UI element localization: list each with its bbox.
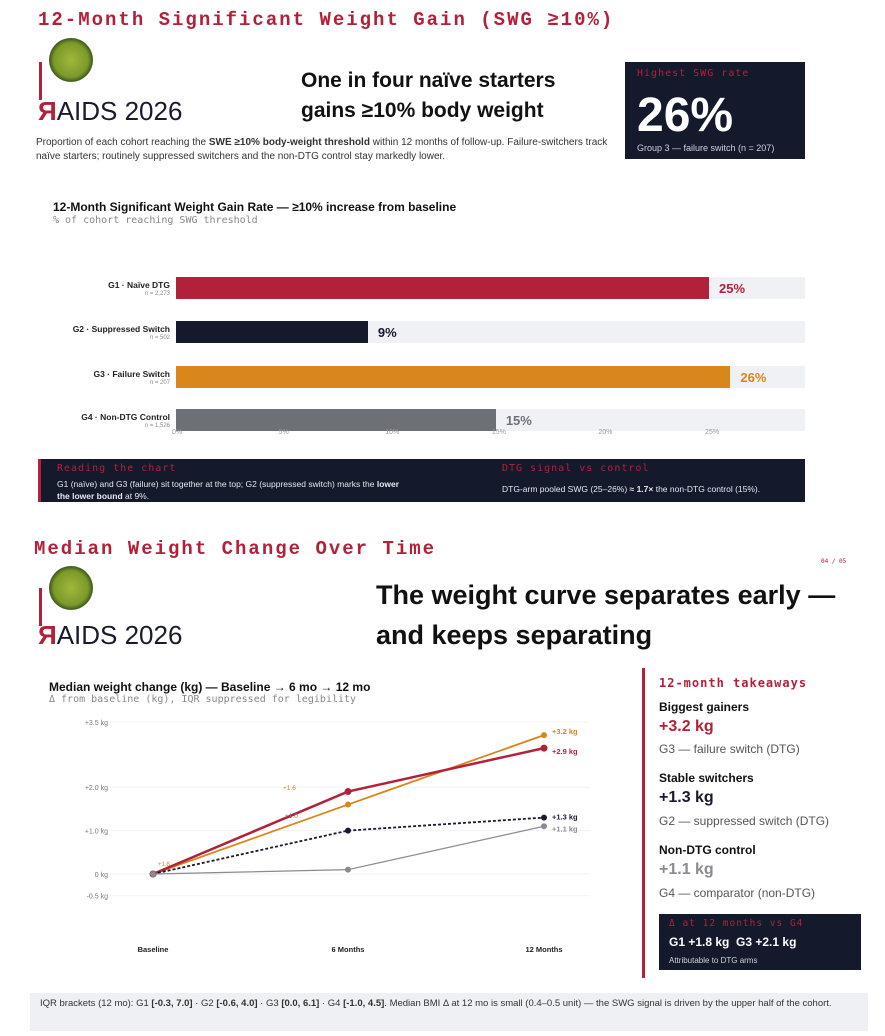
logo-text: AIDS 2026 bbox=[56, 620, 183, 650]
series-4-point-0 bbox=[150, 871, 156, 877]
line-chart-subtitle: Δ from baseline (kg), IQR suppressed for… bbox=[49, 694, 357, 705]
logo-mark: Я bbox=[38, 96, 57, 126]
reading-text: G1 (naïve) and G3 (failure) sit together… bbox=[57, 479, 400, 501]
y-tick-3: 0 kg bbox=[95, 872, 108, 879]
series-4-point-2 bbox=[541, 823, 547, 830]
emblem-icon bbox=[49, 566, 93, 610]
bar-value-1: 25% bbox=[719, 281, 746, 296]
delta-heading: Δ at 12 months vs G4 bbox=[669, 918, 804, 929]
bar-chart-title: 12-Month Significant Weight Gain Rate — … bbox=[53, 200, 457, 214]
slide-1-intro: Proportion of each cohort reaching the S… bbox=[36, 137, 608, 162]
bar-value-2: 9% bbox=[377, 325, 397, 340]
takeaway-2-value: +1.3 kg bbox=[659, 789, 714, 806]
kpi-value: 26% bbox=[637, 89, 734, 142]
series-2-point-2 bbox=[540, 744, 548, 752]
series-1-end-label: +3.2 kg bbox=[552, 727, 578, 736]
series-2-end-label: +2.9 kg bbox=[552, 747, 578, 756]
iqr-footnote: IQR brackets (12 mo): G1 [-0.3, 7.0] · G… bbox=[30, 993, 868, 1031]
bar-4 bbox=[176, 409, 496, 431]
series-4-point-1 bbox=[345, 866, 351, 873]
slide-1-headline: One in four naïve starters gains ≥10% bo… bbox=[301, 69, 556, 122]
series-3-point-1 bbox=[345, 827, 351, 834]
delta-sub: Attributable to DTG arms bbox=[669, 956, 758, 965]
logo-mark: Я bbox=[38, 620, 57, 650]
kpi-card: Highest SWG rate 26% Group 3 — failure s… bbox=[625, 62, 805, 159]
x-tick-0: 0% bbox=[172, 429, 183, 436]
logo-text: AIDS 2026 bbox=[56, 96, 183, 126]
bar-1 bbox=[176, 277, 710, 299]
takeaway-1-label: Biggest gainers bbox=[659, 700, 750, 714]
bar-n-2: n = 502 bbox=[149, 335, 170, 341]
delta-card: Δ at 12 months vs G4 G1 +1.8 kg G3 +2.1 … bbox=[659, 914, 861, 970]
reading-strip: Reading the chart G1 (naïve) and G3 (fai… bbox=[38, 459, 805, 502]
x-tick-1: 5% bbox=[278, 429, 289, 436]
slide-1-title: 12-Month Significant Weight Gain (SWG ≥1… bbox=[38, 9, 615, 31]
bar-value-3: 26% bbox=[740, 370, 767, 385]
delta-value: G1 +1.8 kg G3 +2.1 kg bbox=[669, 935, 797, 949]
bar-label-1: G1 · Naïve DTG bbox=[108, 280, 170, 290]
series-2-point-1 bbox=[344, 788, 352, 796]
series-1-point-2 bbox=[541, 732, 547, 739]
kpi-label: Highest SWG rate bbox=[637, 68, 750, 79]
series-3-mid-label: +1.0 bbox=[285, 813, 298, 820]
series-line-3 bbox=[152, 816, 545, 875]
y-tick-1: +2.0 kg bbox=[85, 785, 108, 792]
y-tick-0: +3.5 kg bbox=[85, 720, 108, 727]
bar-label-4: G4 · Non-DTG Control bbox=[81, 412, 170, 422]
takeaway-2-label: Stable switchers bbox=[659, 771, 754, 785]
bar-n-3: n = 207 bbox=[149, 380, 170, 386]
slide-2-title: Median Weight Change Over Time bbox=[34, 538, 437, 560]
bar-value-4: 15% bbox=[505, 413, 532, 428]
series-1-mid-label: +1.6 bbox=[283, 785, 296, 792]
x-tick-0: Baseline bbox=[138, 945, 169, 954]
series-1-point-1 bbox=[345, 801, 351, 808]
takeaway-3-value: +1.1 kg bbox=[659, 861, 714, 878]
series-4-end-label: +1.1 kg bbox=[552, 824, 578, 833]
bar-n-4: n = 1,526 bbox=[144, 423, 170, 429]
x-tick-1: 6 Months bbox=[332, 945, 365, 954]
x-tick-2: 10% bbox=[385, 429, 400, 436]
takeaway-2-desc: G2 — suppressed switch (DTG) bbox=[659, 814, 830, 828]
line-chart-title: Median weight change (kg) — Baseline → 6… bbox=[49, 680, 371, 694]
bar-3 bbox=[176, 366, 731, 388]
x-tick-3: 15% bbox=[491, 429, 506, 436]
series-3-end-label: +1.3 kg bbox=[552, 813, 578, 822]
takeaways-panel: 12-month takeaways Biggest gainers +3.2 … bbox=[642, 668, 870, 978]
emblem-icon bbox=[49, 38, 93, 82]
bar-chart-subtitle: % of cohort reaching SWG threshold bbox=[53, 215, 258, 226]
bar-2 bbox=[176, 321, 368, 343]
series-line-2 bbox=[152, 746, 545, 876]
page-number: 04 / 05 bbox=[821, 558, 847, 565]
takeaways-heading: 12-month takeaways bbox=[659, 676, 808, 690]
x-tick-2: 12 Months bbox=[525, 945, 562, 954]
bar-label-2: G2 · Suppressed Switch bbox=[72, 324, 170, 334]
series-3-point-2 bbox=[541, 814, 547, 821]
kpi-sub: Group 3 — failure switch (n = 207) bbox=[637, 143, 775, 153]
signal-heading: DTG signal vs control bbox=[502, 463, 650, 474]
x-tick-4: 20% bbox=[598, 429, 613, 436]
y-tick-4: -0.5 kg bbox=[87, 894, 109, 901]
takeaway-3-label: Non-DTG control bbox=[659, 843, 756, 857]
takeaway-1-value: +3.2 kg bbox=[659, 718, 714, 735]
conference-logo: ЯAIDS 2026 bbox=[36, 38, 186, 128]
conference-logo-2: ЯAIDS 2026 bbox=[36, 566, 186, 656]
y-tick-2: +1.0 kg bbox=[85, 829, 108, 836]
x-tick-5: 25% bbox=[705, 429, 720, 436]
baseline-label: +1.8 bbox=[158, 862, 171, 868]
bar-n-1: n = 2,273 bbox=[144, 291, 170, 297]
bar-label-3: G3 · Failure Switch bbox=[93, 369, 170, 379]
takeaway-3-desc: G4 — comparator (non-DTG) bbox=[659, 886, 816, 900]
takeaway-1-desc: G3 — failure switch (DTG) bbox=[659, 742, 800, 756]
slide-2-headline: The weight curve separates early — and k… bbox=[376, 580, 836, 650]
reading-heading: Reading the chart bbox=[57, 463, 177, 474]
signal-text: DTG-arm pooled SWG (25–26%) ≈ 1.7× the n… bbox=[502, 484, 761, 494]
